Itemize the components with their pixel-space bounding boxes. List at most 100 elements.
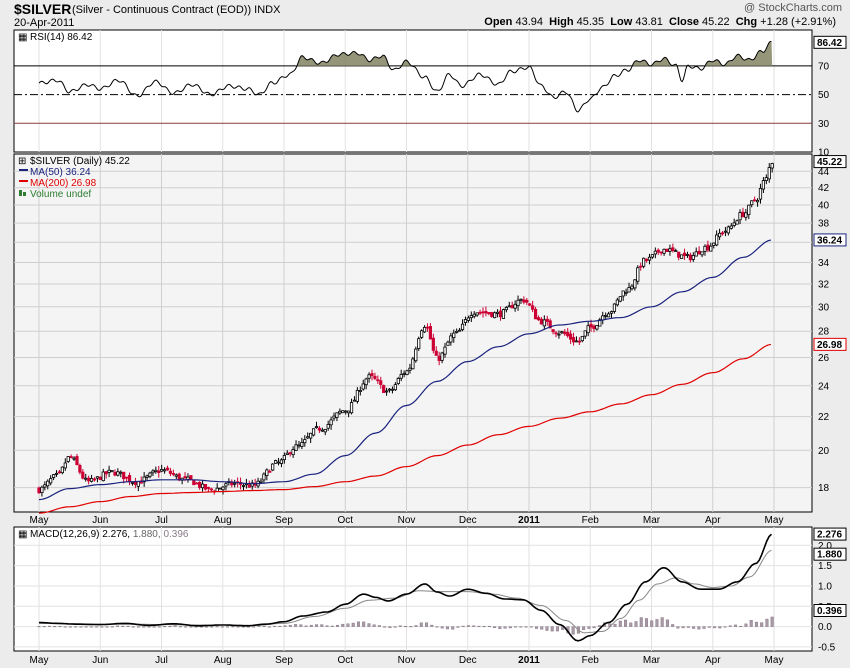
candle-body xyxy=(151,470,155,474)
candle-body xyxy=(463,319,468,323)
macd-tick-label: 0.0 xyxy=(818,622,832,633)
candle-body xyxy=(218,487,222,490)
candle-body xyxy=(516,299,520,307)
macd-hist-bar xyxy=(754,621,758,627)
candle-body xyxy=(148,472,152,477)
macd-month-label: Jul xyxy=(155,655,168,666)
candle-body xyxy=(40,486,44,494)
candle-body xyxy=(311,428,316,436)
candle-body xyxy=(66,456,70,462)
candle-body xyxy=(84,477,88,480)
candle-body xyxy=(116,471,120,476)
candle-body xyxy=(720,232,725,235)
candle-body xyxy=(268,470,272,473)
candle-body xyxy=(592,325,596,330)
candle-body xyxy=(519,298,523,301)
candle-body xyxy=(215,487,219,492)
candle-body xyxy=(557,333,561,336)
price-x-axis: May Jun Jul Aug Sep Oct Nov Dec 2011 Feb Mar Apr May xyxy=(30,515,784,526)
candle-body xyxy=(422,327,427,333)
candle-body xyxy=(390,388,395,391)
candle-body xyxy=(411,358,415,370)
candle-body xyxy=(113,472,117,476)
candle-body xyxy=(75,456,79,466)
candle-body xyxy=(753,199,757,202)
candle-body xyxy=(52,474,56,478)
macd-hist-bar xyxy=(681,626,685,629)
macd-hist-bar xyxy=(466,625,470,627)
macd-month-label: Sep xyxy=(275,655,293,666)
macd-hist-bar xyxy=(765,618,769,627)
volume-legend-swatch xyxy=(19,190,22,196)
candle-body xyxy=(364,378,368,386)
macd-month-label: Jun xyxy=(92,655,108,666)
macd-hist-bar xyxy=(294,624,298,627)
price-tick-label: 22 xyxy=(818,412,830,423)
candle-body xyxy=(510,305,514,309)
candle-body xyxy=(145,475,149,478)
macd-hist-bar xyxy=(650,620,654,627)
candle-body xyxy=(358,390,362,393)
macd-hist-bar xyxy=(409,626,413,628)
macd-hist-bar xyxy=(571,626,575,635)
candle-body xyxy=(691,255,695,260)
candle-body xyxy=(615,299,619,306)
price-axis: 182022242628303234363840424445.2236.2426… xyxy=(813,155,847,494)
price-legend-icon: ⊞ xyxy=(18,156,26,167)
macd-hist-bar xyxy=(304,625,308,627)
candle-body xyxy=(677,251,681,258)
macd-hist-bar xyxy=(262,625,266,627)
candle-body xyxy=(744,212,748,218)
macd-month-label: Nov xyxy=(398,655,416,666)
candle-body xyxy=(320,429,324,432)
macd-hist-bar xyxy=(74,626,78,628)
macd-hist-bar xyxy=(194,626,198,628)
price-month-label: Mar xyxy=(643,515,661,526)
macd-hist-bar xyxy=(215,626,219,628)
macd-hist-bar xyxy=(702,626,706,629)
macd-hist-bar xyxy=(89,626,93,628)
macd-hist-bar xyxy=(487,625,491,627)
candle-body xyxy=(57,471,62,474)
candle-body xyxy=(323,428,327,433)
candle-body xyxy=(306,436,310,439)
macd-hist-bar xyxy=(514,626,518,628)
macd-hist-bar xyxy=(210,626,214,628)
price-tick-label: 30 xyxy=(818,302,830,313)
candle-body xyxy=(723,230,728,233)
rsi-overbought-fill xyxy=(39,41,773,66)
candle-body xyxy=(37,487,41,494)
candle-body xyxy=(671,247,675,252)
volume-legend: Volume undef xyxy=(30,189,91,200)
macd-hist-bar xyxy=(430,624,434,627)
candle-body xyxy=(481,311,485,314)
macd-legend: MACD(12,26,9) 2.276, 1.880, 0.396 xyxy=(30,529,189,540)
macd-hist-bar xyxy=(330,625,334,627)
macd-legend-b: 1.880, xyxy=(133,529,161,540)
candle-body xyxy=(344,410,348,413)
macd-tick-label: 2.0 xyxy=(818,541,832,552)
candle-body xyxy=(513,303,517,309)
macd-hist-bar xyxy=(644,618,648,627)
macd-hist-bar xyxy=(267,626,271,628)
close-tag-box xyxy=(813,155,847,169)
candle-body xyxy=(627,287,631,293)
macd-hist-bar xyxy=(377,625,381,627)
candle-body xyxy=(504,307,508,311)
macd-hist-bar xyxy=(425,622,429,627)
macd-hist-bar xyxy=(629,622,633,627)
rsi-tick-label: 70 xyxy=(818,61,830,72)
macd-hist-bar xyxy=(440,626,444,629)
macd-hist-bar xyxy=(519,626,523,628)
close-label: Close xyxy=(669,16,699,28)
candle-body xyxy=(317,427,322,431)
candle-body xyxy=(437,355,441,361)
candle-body xyxy=(495,311,500,314)
candle-body xyxy=(580,335,584,342)
candle-body xyxy=(452,332,456,339)
macd-hist-bar xyxy=(639,617,643,627)
ma200-tag-box xyxy=(813,337,847,351)
candle-body xyxy=(125,476,129,479)
candle-body xyxy=(761,180,765,190)
macd-hist-bar xyxy=(718,626,722,629)
